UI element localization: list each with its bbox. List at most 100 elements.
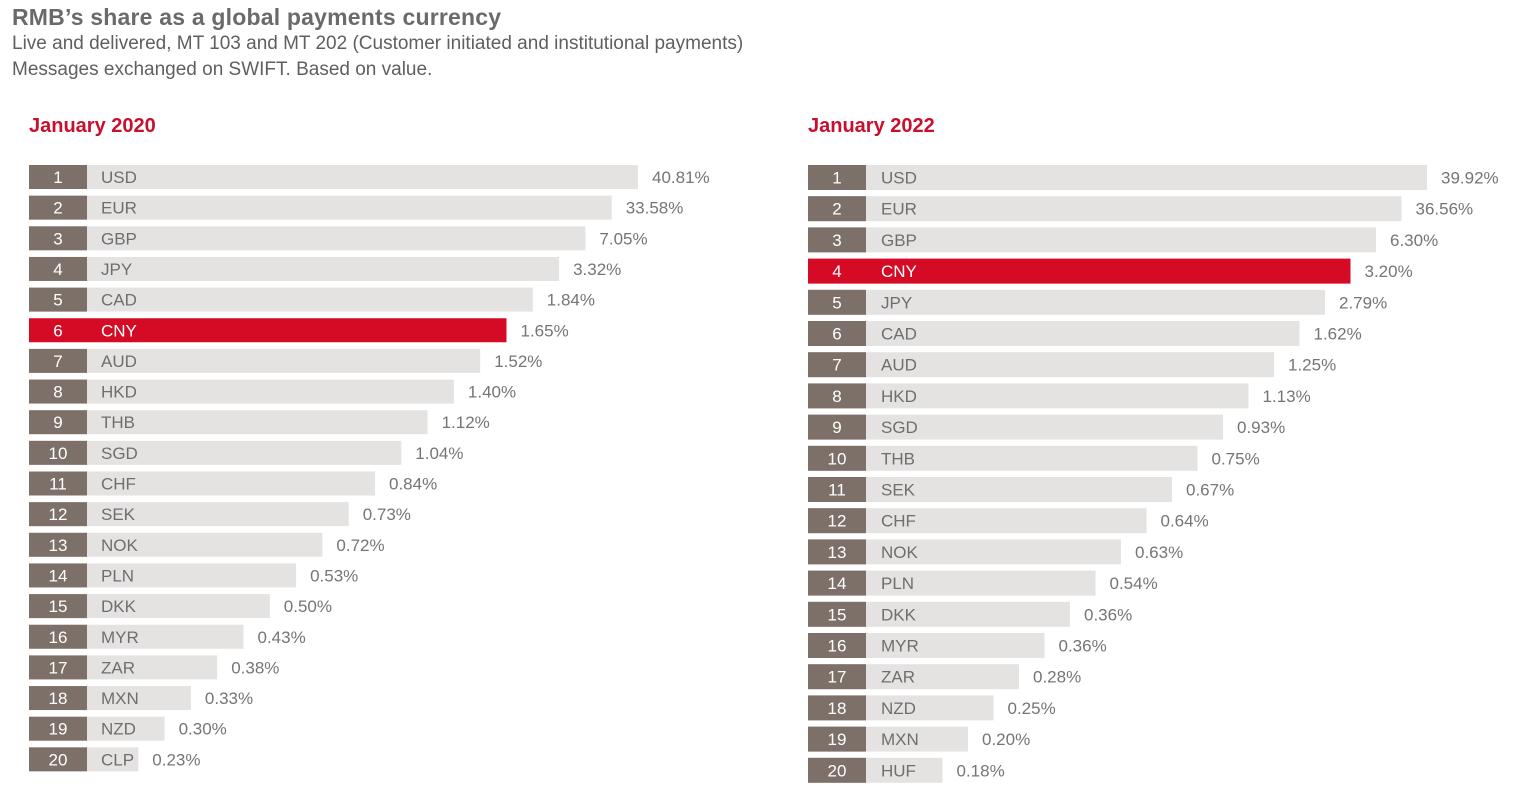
currency-label: PLN	[101, 566, 134, 585]
rank-box	[808, 695, 866, 721]
value-label: 0.33%	[205, 689, 253, 708]
ranking-row: 8 HKD 1.40%	[29, 379, 516, 404]
ranking-row: 5 CAD 1.84%	[29, 287, 595, 312]
currency-label: EUR	[881, 200, 917, 219]
ranking-row: 3 GBP 6.30%	[808, 227, 1438, 253]
ranking-row-highlighted: 4 CNY 3.20%	[808, 258, 1413, 284]
bar	[29, 379, 454, 404]
ranking-row: 15 DKK 0.36%	[808, 601, 1132, 627]
rank-box	[29, 195, 87, 220]
rank-label: 15	[49, 597, 68, 616]
bar	[808, 477, 1172, 502]
value-label: 0.36%	[1059, 637, 1107, 656]
currency-label: CAD	[101, 291, 137, 310]
currency-label: ZAR	[101, 658, 135, 677]
bar	[29, 226, 586, 251]
value-label: 1.25%	[1288, 356, 1336, 375]
currency-label: MXN	[101, 689, 139, 708]
currency-label: CNY	[881, 262, 917, 281]
rank-label: 3	[53, 229, 62, 248]
value-label: 7.05%	[599, 229, 647, 248]
rank-box	[808, 539, 866, 565]
rank-box	[29, 594, 87, 619]
rank-label: 9	[53, 413, 62, 432]
ranking-chart-2020: 1 USD 40.81% 2 EUR 33.58% 3 GBP 7.05% 4 JPY 3.32% 5 C…	[29, 165, 710, 772]
rank-label: 17	[49, 658, 68, 677]
rank-label: 13	[49, 536, 68, 555]
rank-label: 4	[53, 260, 62, 279]
rank-box	[808, 726, 866, 752]
rank-box	[808, 227, 866, 253]
rank-label: 11	[49, 475, 67, 494]
currency-label: CLP	[101, 750, 134, 769]
rank-label: 7	[53, 352, 62, 371]
rank-label: 17	[828, 668, 847, 687]
value-label: 1.52%	[494, 352, 542, 371]
ranking-row: 18 MXN 0.33%	[29, 686, 253, 711]
ranking-row: 13 NOK 0.63%	[808, 539, 1183, 565]
panel-title-2020: January 2020	[29, 115, 156, 137]
rank-box	[29, 532, 87, 557]
ranking-row: 17 ZAR 0.38%	[29, 655, 279, 680]
ranking-row: 13 NOK 0.72%	[29, 532, 385, 557]
currency-label: GBP	[101, 229, 137, 248]
rank-label: 1	[832, 169, 841, 188]
ranking-row: 3 GBP 7.05%	[29, 226, 648, 251]
rank-box	[808, 757, 866, 783]
currency-label: MXN	[881, 730, 919, 749]
ranking-row: 2 EUR 33.58%	[29, 195, 684, 220]
bar	[808, 383, 1249, 409]
ranking-row: 16 MYR 0.36%	[808, 633, 1107, 658]
ranking-row: 7 AUD 1.52%	[29, 348, 542, 373]
ranking-row: 16 MYR 0.43%	[29, 624, 306, 649]
rank-box	[29, 655, 87, 680]
rank-label: 18	[49, 689, 68, 708]
value-label: 33.58%	[626, 199, 684, 218]
ranking-row: 20 HUF 0.18%	[808, 757, 1005, 783]
value-label: 0.43%	[258, 628, 306, 647]
rank-label: 8	[53, 383, 62, 402]
currency-label: NOK	[881, 543, 919, 562]
currency-label: AUD	[101, 352, 137, 371]
ranking-row: 14 PLN 0.53%	[29, 563, 358, 588]
rank-box	[29, 440, 87, 465]
rank-label: 3	[832, 231, 841, 250]
rank-box	[29, 716, 87, 741]
rank-box	[29, 165, 87, 189]
currency-label: HKD	[101, 383, 137, 402]
rank-box	[29, 226, 87, 251]
chart-title: RMB’s share as a global payments currenc…	[12, 4, 502, 30]
currency-label: PLN	[881, 574, 914, 593]
rank-box	[29, 747, 87, 772]
currency-label: SGD	[101, 444, 138, 463]
rank-label: 12	[828, 512, 847, 531]
bar	[29, 195, 612, 220]
rank-label: 2	[53, 199, 62, 218]
rank-label: 10	[49, 444, 68, 463]
value-label: 1.13%	[1263, 387, 1311, 406]
ranking-chart-2022: 1 USD 39.92% 2 EUR 36.56% 3 GBP 6.30% 4 CNY 3.20% 5 J…	[808, 165, 1499, 783]
rank-box	[29, 563, 87, 588]
currency-label: CAD	[881, 325, 917, 344]
ranking-row: 1 USD 39.92%	[808, 165, 1499, 190]
rank-box	[29, 256, 87, 281]
rank-label: 18	[828, 699, 847, 718]
value-label: 0.50%	[284, 597, 332, 616]
rank-box	[808, 477, 866, 502]
rank-box	[808, 570, 866, 596]
rank-box	[808, 633, 866, 658]
ranking-row: 10 THB 0.75%	[808, 445, 1260, 471]
value-label: 1.65%	[521, 321, 569, 340]
value-label: 40.81%	[652, 168, 710, 187]
ranking-row: 10 SGD 1.04%	[29, 440, 464, 465]
bar	[29, 410, 428, 435]
rank-box	[29, 624, 87, 649]
rank-box	[808, 196, 866, 222]
rank-label: 8	[832, 387, 841, 406]
rank-box	[808, 664, 866, 690]
bar	[29, 440, 402, 465]
ranking-row: 15 DKK 0.50%	[29, 594, 332, 619]
value-label: 0.30%	[179, 720, 227, 739]
value-label: 0.28%	[1033, 668, 1081, 687]
currency-label: HKD	[881, 387, 917, 406]
